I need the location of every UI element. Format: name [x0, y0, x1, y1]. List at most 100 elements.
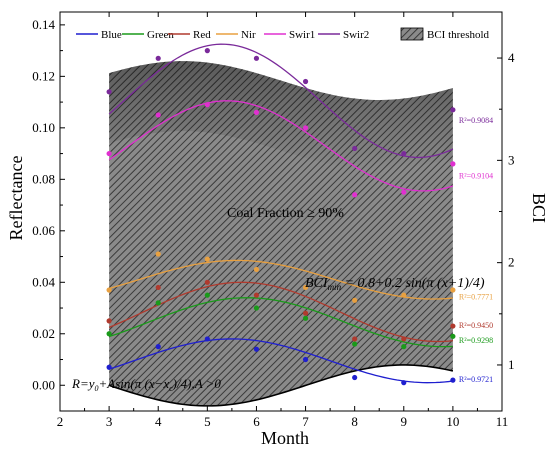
fit-curve-swir2 — [108, 43, 454, 159]
y-tick-label: 0.06 — [32, 223, 55, 238]
x-axis-title: Month — [261, 428, 309, 448]
data-points — [106, 48, 456, 386]
r2-label-blue: R²=0.9721 — [459, 375, 493, 384]
point-red-3 — [106, 318, 112, 324]
point-swir2-9 — [401, 150, 407, 157]
point-blue-3 — [106, 364, 112, 370]
point-nir-9 — [401, 292, 407, 298]
r2-label-red: R²=0.9450 — [459, 321, 493, 330]
x-tick-label: 8 — [351, 414, 358, 429]
point-green-10 — [450, 333, 456, 339]
point-red-4 — [155, 284, 161, 291]
model-formula-sub2: c — [169, 384, 173, 393]
point-blue-4 — [155, 344, 161, 350]
point-swir2-3 — [106, 89, 112, 95]
fit-curve-green — [108, 297, 453, 348]
point-nir-5 — [204, 256, 210, 262]
point-swir2-8 — [352, 145, 358, 152]
y-tick-label: 0.02 — [32, 326, 55, 341]
model-formula-a: R=y — [71, 376, 95, 391]
legend-label-swir2: Swir2 — [343, 29, 369, 41]
x-tick-label: 7 — [302, 414, 309, 429]
y-tick-label: 0.04 — [32, 274, 55, 289]
x-tick-label: 5 — [204, 414, 211, 429]
r2-labels: R²=0.9721 R²=0.9298 R²=0.9450 R²=0.7771 R²=0… — [459, 116, 493, 384]
x-tick-label: 2 — [57, 414, 64, 429]
y-tick-label: 0.00 — [32, 377, 55, 392]
legend-label-red: Red — [193, 29, 211, 41]
point-green-4 — [155, 300, 161, 306]
x-tick-label: 4 — [155, 414, 162, 429]
r2-label-green: R²=0.9298 — [459, 336, 493, 345]
point-blue-7 — [302, 356, 309, 363]
fit-curve-nir — [108, 259, 453, 300]
x-tick-label: 9 — [401, 414, 408, 429]
legend: Blue Green Red Nir Swir1 Swir2 BCI threshold — [76, 27, 490, 41]
point-swir2-5 — [204, 48, 210, 54]
y2-tick-label: 1 — [508, 357, 515, 372]
r2-label-swir2: R²=0.9084 — [459, 116, 493, 125]
legend-label-green: Green — [147, 29, 174, 41]
point-red-6 — [253, 292, 260, 298]
point-nir-4 — [155, 251, 161, 257]
point-green-6 — [253, 305, 260, 311]
y2-tick-label: 3 — [508, 152, 515, 167]
point-blue-8 — [352, 374, 358, 381]
coal-fraction-annotation: Coal Fraction ≥ 90% — [227, 206, 344, 221]
y-axis-title: Reflectance — [6, 156, 26, 241]
point-green-3 — [106, 331, 112, 337]
point-red-8 — [352, 336, 358, 342]
bci-formula-sub: min — [328, 282, 342, 292]
bci-threshold-shade — [109, 61, 453, 170]
point-nir-3 — [106, 287, 112, 293]
point-blue-10 — [450, 377, 456, 383]
r2-label-nir: R²=0.7771 — [459, 292, 493, 301]
bci-formula-annotation: BCImin = 0.8+0.2 sin(π (x+1)/4) — [305, 276, 485, 292]
point-blue-6 — [253, 346, 260, 352]
y2-axis-title: BCI — [529, 193, 549, 223]
point-swir1-10 — [450, 161, 456, 167]
point-nir-8 — [352, 297, 358, 303]
point-green-8 — [352, 341, 358, 347]
point-swir1-3 — [106, 150, 112, 157]
bci-min-curve — [108, 364, 454, 407]
model-formula-sub1: 0 — [94, 384, 98, 393]
point-nir-10 — [450, 287, 456, 293]
model-formula-c: )/4),A >0 — [172, 376, 222, 391]
y-axis: 0.00 0.02 0.04 0.06 0.08 0.10 0.12 0.14 — [32, 17, 65, 392]
r2-label-swir1: R²=0.9104 — [459, 171, 493, 180]
y2-tick-label: 2 — [508, 255, 515, 270]
point-red-7 — [302, 310, 309, 316]
fit-curve-blue — [108, 338, 453, 384]
point-swir1-9 — [401, 189, 407, 195]
fit-curve-swir1 — [108, 100, 454, 192]
bci-formula-rhs: = 0.8+0.2 sin(π (x+1)/4) — [341, 276, 485, 291]
point-swir2-6 — [253, 55, 260, 61]
legend-label-blue: Blue — [101, 29, 122, 41]
point-green-7 — [302, 315, 309, 321]
x-tick-label: 11 — [496, 414, 509, 429]
legend-swatch-bci-threshold — [400, 27, 424, 41]
model-formula-annotation: R=y0+Asin(π (x−xc)/4),A >0 — [71, 376, 221, 393]
point-swir1-7 — [302, 125, 309, 131]
point-swir2-4 — [155, 55, 161, 61]
point-red-9 — [401, 336, 407, 342]
y-tick-label: 0.10 — [32, 120, 55, 135]
point-swir1-5 — [204, 102, 210, 108]
point-swir2-7 — [302, 78, 309, 85]
point-red-10 — [450, 323, 456, 329]
y-tick-label: 0.14 — [32, 17, 55, 32]
model-formula-b: +Asin(π (x−x — [98, 376, 169, 391]
point-swir1-8 — [352, 192, 358, 198]
y2-axis: 1 2 3 4 — [497, 50, 515, 372]
point-green-5 — [204, 292, 210, 298]
legend-label-bci-threshold: BCI threshold — [427, 29, 490, 41]
bci-threshold-area — [108, 61, 454, 407]
fit-curve-red — [108, 281, 453, 343]
point-swir1-6 — [253, 109, 260, 115]
point-red-5 — [204, 279, 210, 285]
y-tick-label: 0.12 — [32, 68, 55, 83]
x-axis: 2 3 4 5 6 7 8 9 10 11 — [57, 12, 509, 429]
bci-formula-lhs: BCI — [305, 276, 329, 291]
